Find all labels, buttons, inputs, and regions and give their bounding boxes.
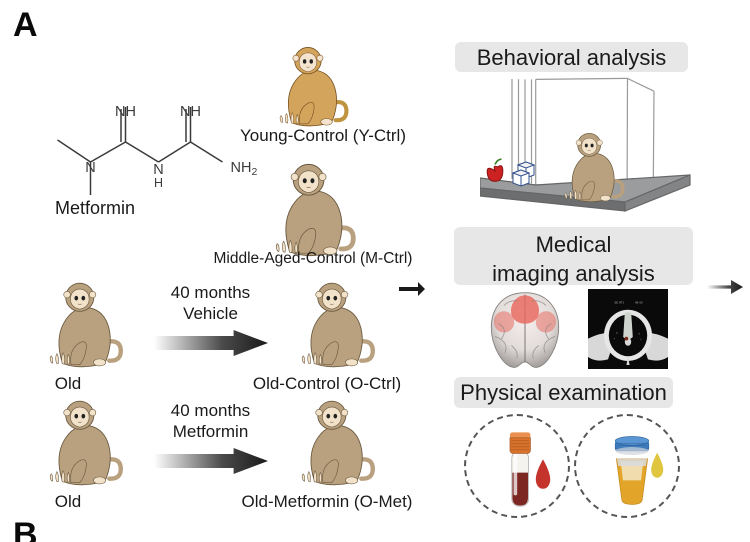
svg-text:N: N [85,160,95,176]
svg-text:H: H [154,176,163,190]
svg-text:NH: NH [180,104,201,120]
svg-text:NH2: NH2 [231,160,258,178]
svg-text:NH: NH [115,104,136,120]
svg-text:SE: RT1: SE: RT1 [614,300,624,304]
svg-text:IM: 60: IM: 60 [635,300,643,304]
